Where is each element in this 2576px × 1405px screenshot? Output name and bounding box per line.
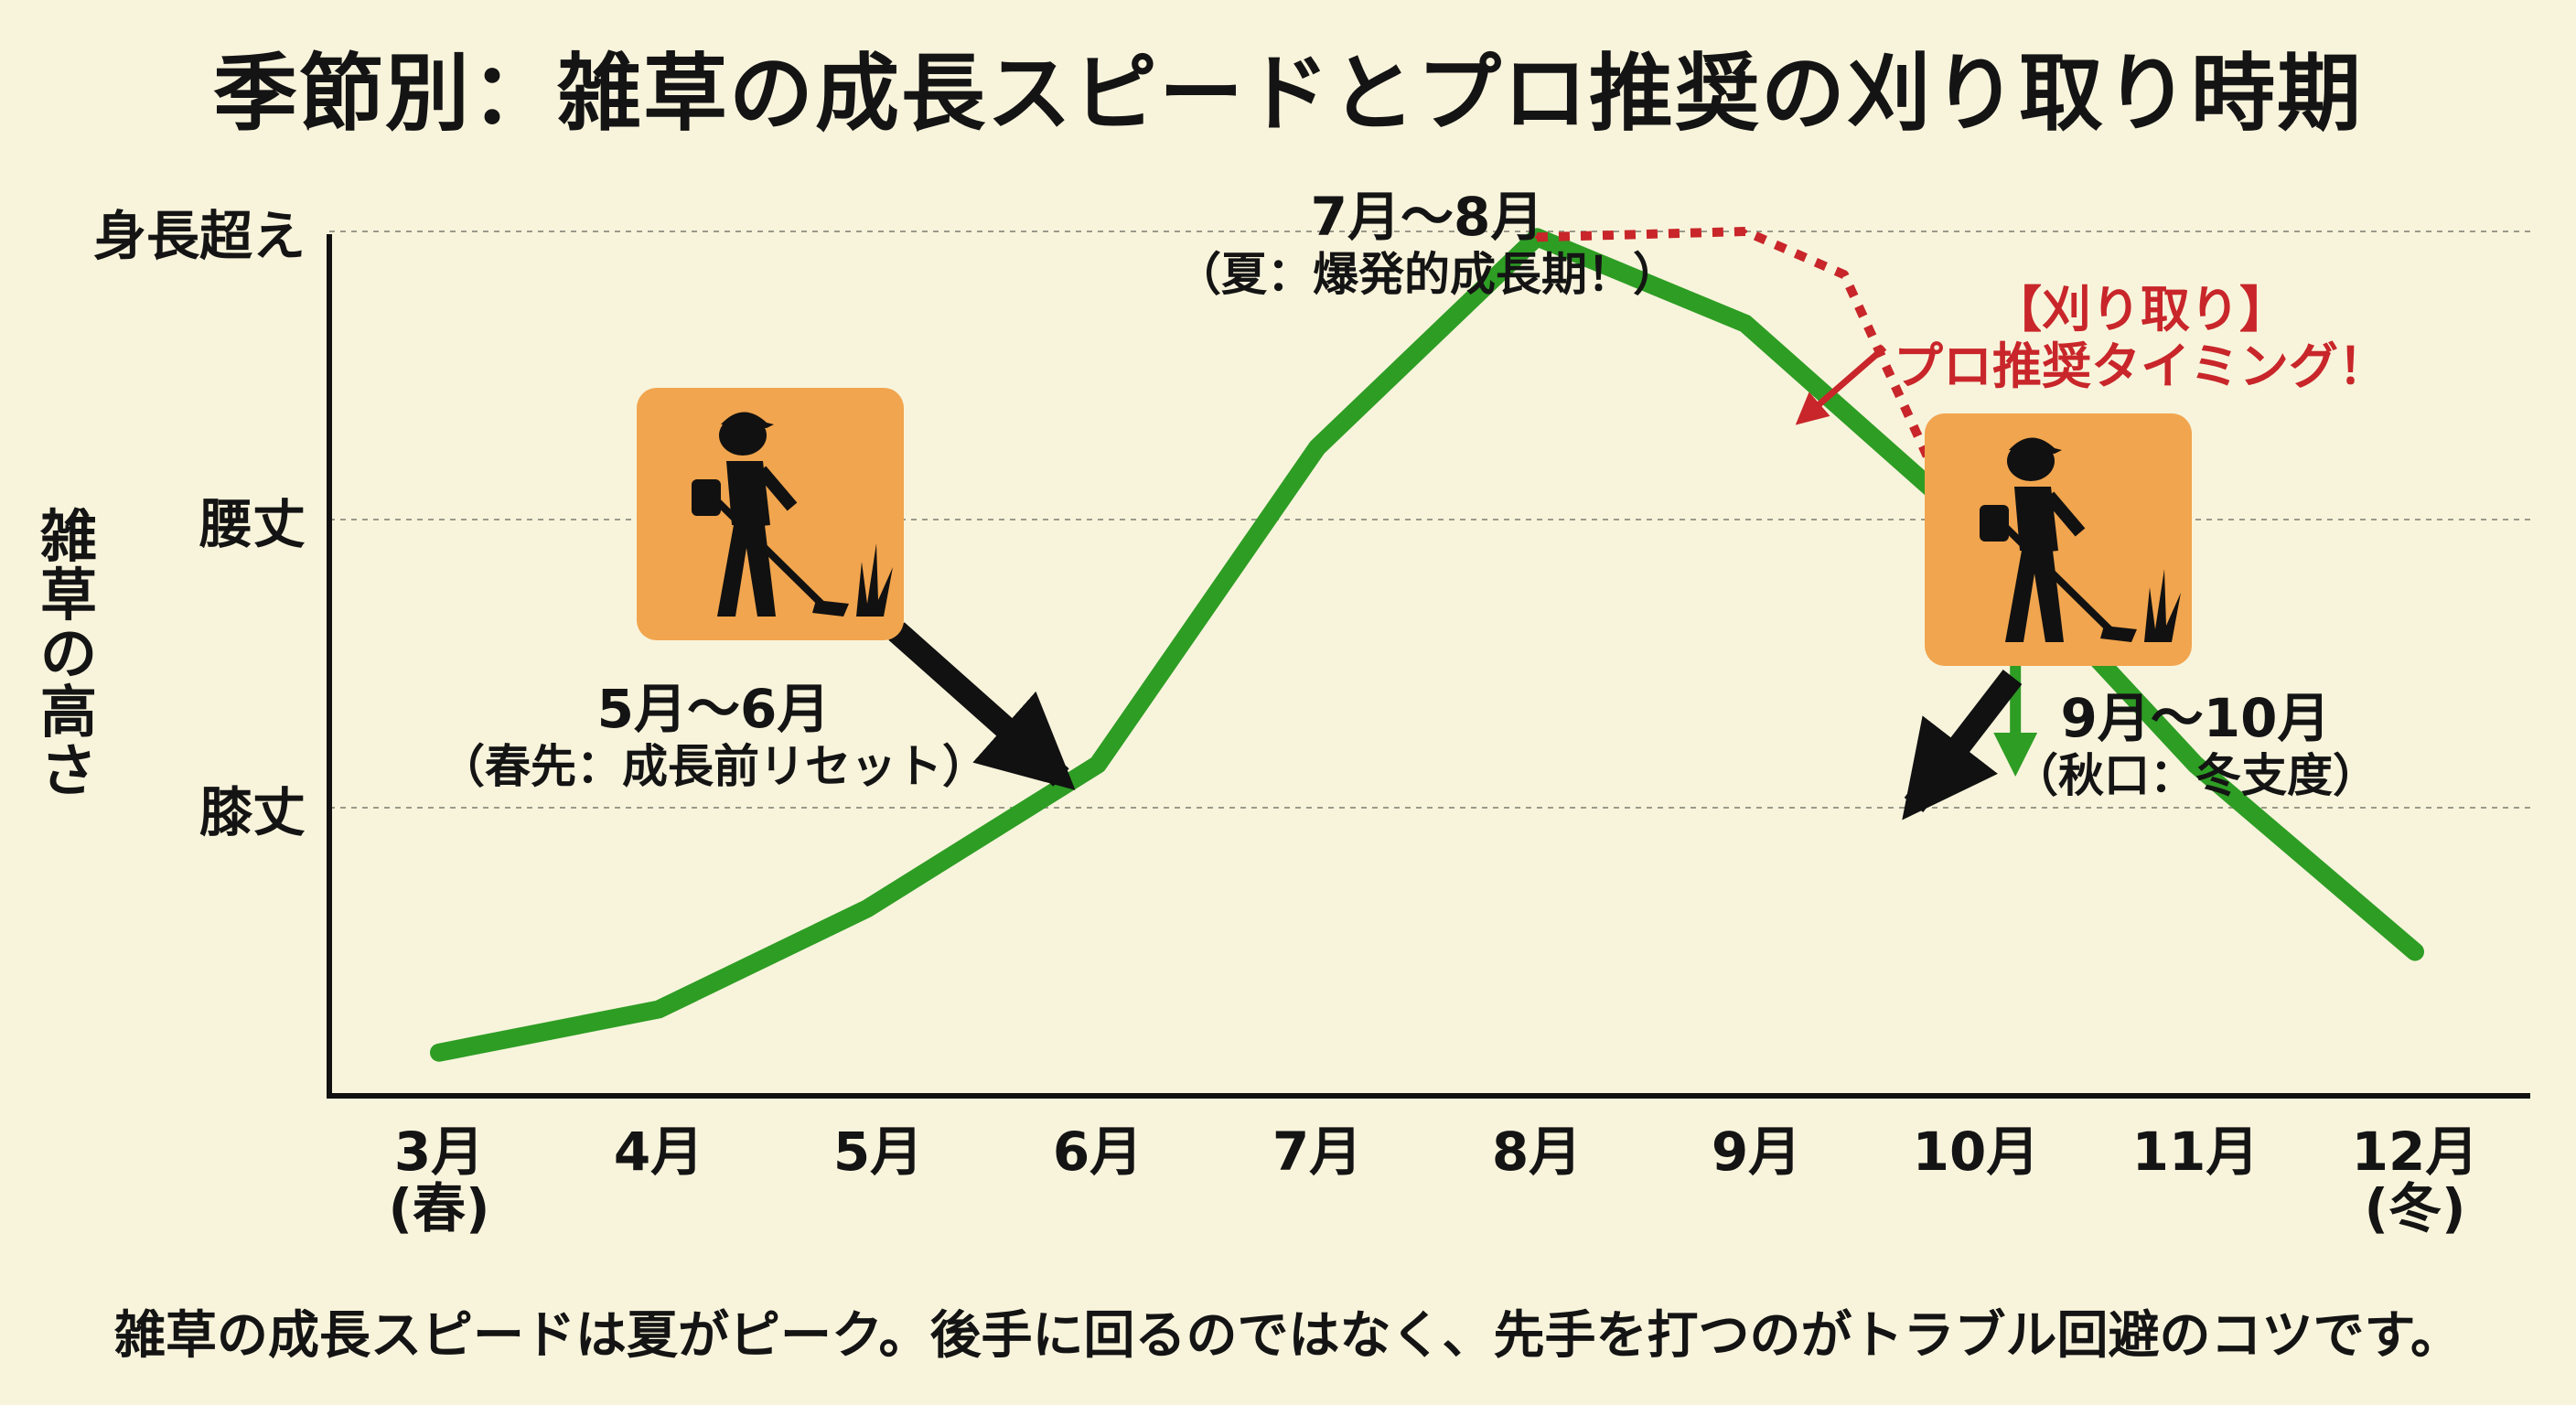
x-tick-month: 5月: [832, 1121, 924, 1183]
x-tick-season: (冬): [2364, 1177, 2466, 1239]
callout-arrow: [1795, 345, 1887, 425]
recommended-point-1: [1535, 235, 1539, 240]
y-tick-label-2: 腰丈: [199, 493, 306, 555]
trimmer-icon-card-autumn: [1925, 413, 2192, 666]
annotation-early-cut: 5月〜6月 （春先：成長前リセット）: [402, 679, 1025, 794]
x-tick-month: 4月: [613, 1121, 704, 1183]
growth-point-10: [2412, 949, 2418, 955]
growth-point-4: [1095, 761, 1100, 767]
growth-point-1: [436, 1049, 442, 1056]
annotation-autumn-cut-head: 9月〜10月: [2060, 687, 2331, 749]
recommended-point-3: [1842, 273, 1846, 277]
footer-note: 雑草の成長スピードは夏がピーク。後手に回るのではなく、先手を打つのがトラブル回避…: [114, 1306, 2462, 1366]
grass-trimmer-worker-icon: [1980, 437, 2181, 642]
annotation-early-cut-head: 5月〜6月: [596, 678, 831, 740]
growth-point-7: [1743, 320, 1748, 327]
annotation-peak-sub: （夏：爆発的成長期！）: [1175, 248, 1679, 301]
x-tick-label-2: 4月: [576, 1123, 741, 1180]
annotation-autumn-cut: 9月〜10月 （秋口：冬支度）: [1985, 688, 2406, 803]
growth-point-3: [864, 906, 870, 912]
x-tick-label-6: 8月: [1454, 1123, 1619, 1180]
x-tick-label-8: 10月: [1894, 1123, 2058, 1180]
growth-point-2: [656, 1006, 661, 1013]
pointer-arrow-spring: [888, 622, 1076, 790]
callout-line-1: 【刈り取り】: [1992, 281, 2289, 338]
grass-trimmer-worker-icon: [692, 412, 893, 617]
chart-title: 季節別：雑草の成長スピードとプロ推奨の刈り取り時期: [212, 45, 2363, 143]
x-tick-month: 10月: [1912, 1121, 2040, 1183]
x-tick-month: 8月: [1491, 1121, 1583, 1183]
x-tick-label-3: 5月: [796, 1123, 961, 1180]
annotation-autumn-cut-sub: （秋口：冬支度）: [2012, 749, 2378, 802]
x-tick-month: 6月: [1052, 1121, 1143, 1183]
y-tick-label-1: 膝丈: [199, 781, 306, 843]
x-tick-month: 11月: [2131, 1121, 2259, 1183]
annotation-peak: 7月〜8月 （夏：爆発的成長期！）: [1134, 187, 1720, 302]
growth-point-5: [1315, 445, 1320, 451]
x-tick-label-1: 3月 (春): [357, 1123, 521, 1237]
y-tick-label-3: 身長超え: [92, 205, 306, 267]
x-tick-label-5: 7月: [1235, 1123, 1400, 1180]
trimmer-icon-card-spring: [637, 388, 904, 640]
annotation-peak-head: 7月〜8月: [1310, 186, 1544, 248]
x-tick-label-4: 6月: [1015, 1123, 1180, 1180]
x-tick-month: 3月: [393, 1121, 485, 1183]
x-tick-season: (春): [388, 1177, 490, 1239]
recommended-timing-callout: 【刈り取り】 プロ推奨タイミング！: [1894, 282, 2388, 395]
x-tick-label-9: 11月: [2113, 1123, 2278, 1180]
y-axis-title: 雑草の高さ: [39, 503, 97, 804]
x-tick-label-7: 9月: [1674, 1123, 1839, 1180]
recommended-point-2: [1744, 230, 1747, 233]
growth-point-9: [2193, 761, 2198, 767]
x-tick-label-10: 12月 (冬): [2333, 1123, 2497, 1237]
callout-line-2: プロ推奨タイミング！: [1894, 338, 2388, 395]
x-tick-month: 7月: [1272, 1121, 1363, 1183]
annotation-early-cut-sub: （春先：成長前リセット）: [439, 740, 988, 793]
pointer-arrow-autumn: [1902, 670, 2023, 820]
x-tick-month: 9月: [1711, 1121, 1802, 1183]
x-tick-month: 12月: [2351, 1121, 2479, 1183]
